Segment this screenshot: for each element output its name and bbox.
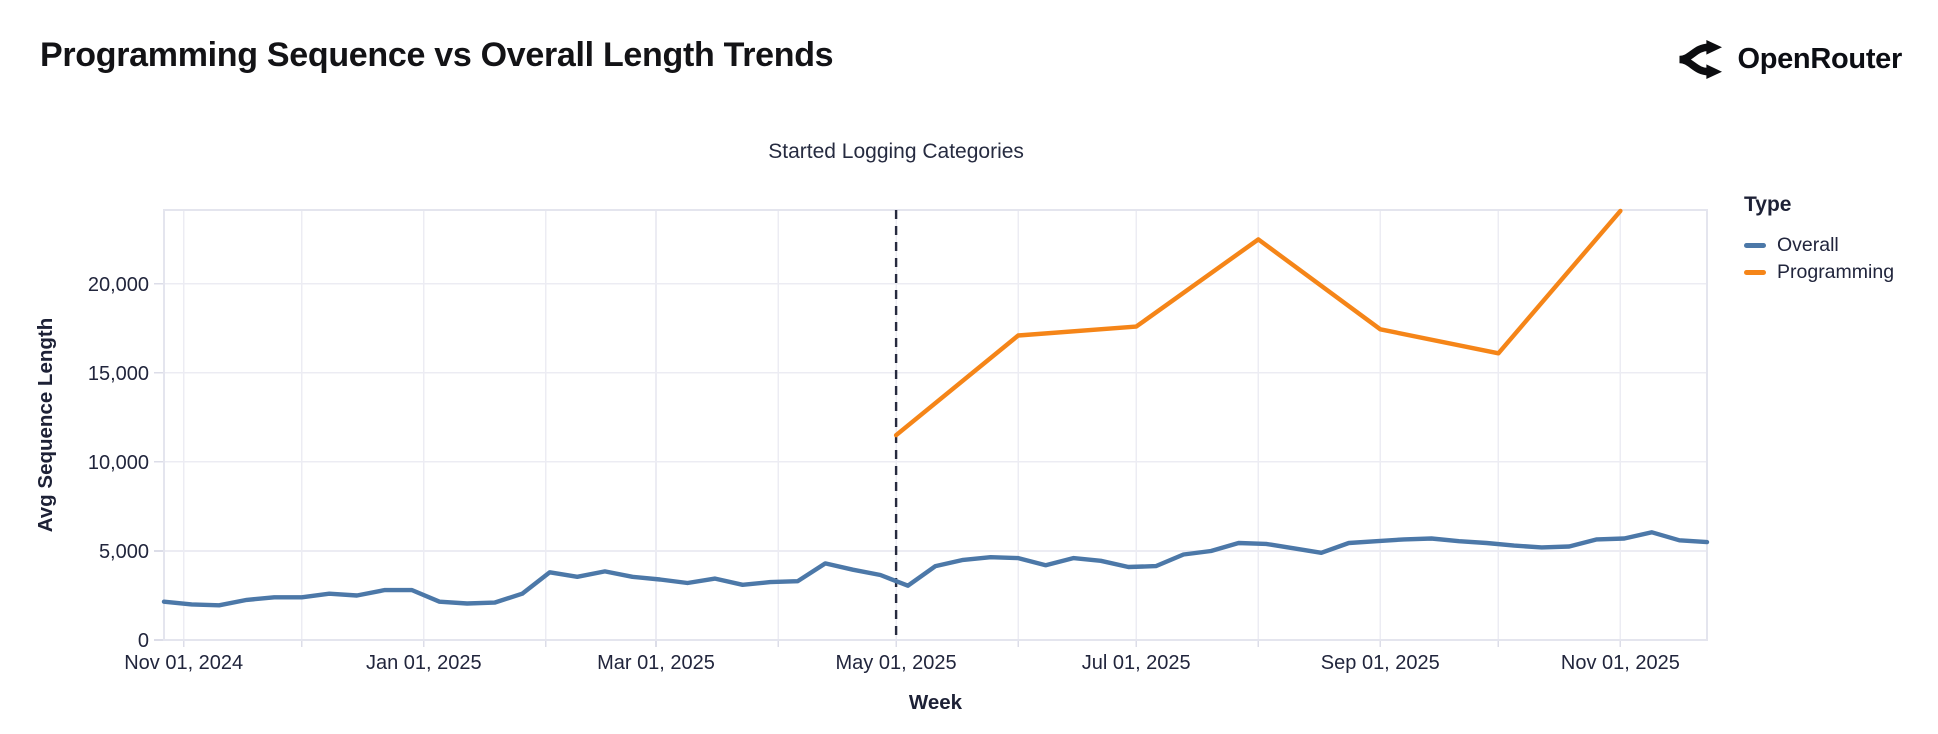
y-tick-label: 20,000 xyxy=(88,274,149,296)
x-tick-label: Jul 01, 2025 xyxy=(1082,652,1191,674)
legend-title: Type xyxy=(1744,193,1792,216)
y-tick-label: 5,000 xyxy=(99,541,149,563)
legend-item-label: Programming xyxy=(1777,261,1895,283)
y-tick-label: 10,000 xyxy=(88,452,149,474)
y-tick-label: 0 xyxy=(138,630,149,652)
brand: OpenRouter xyxy=(1677,38,1902,81)
legend-swatch xyxy=(1744,270,1766,275)
openrouter-logo-icon xyxy=(1679,39,1723,80)
y-tick-label: 15,000 xyxy=(88,363,149,385)
legend-item-label: Overall xyxy=(1777,234,1839,256)
brand-name: OpenRouter xyxy=(1737,43,1902,75)
x-tick-label: May 01, 2025 xyxy=(835,652,956,674)
x-tick-label: Nov 01, 2025 xyxy=(1561,652,1680,674)
series-line-programming xyxy=(893,208,1623,438)
x-tick-label: Sep 01, 2025 xyxy=(1321,652,1440,674)
x-tick-label: Mar 01, 2025 xyxy=(597,652,715,674)
series-line-overall xyxy=(161,530,1710,608)
plot-border xyxy=(163,209,1708,641)
legend-items: Overall Programming xyxy=(1744,232,1894,286)
legend-item: Overall xyxy=(1744,232,1894,259)
annotation-label: Started Logging Categories xyxy=(768,140,1024,163)
x-tick-label: Nov 01, 2024 xyxy=(124,652,243,674)
y-axis-title: Avg Sequence Length xyxy=(34,317,57,533)
legend-item: Programming xyxy=(1744,259,1894,286)
legend-swatch xyxy=(1744,243,1766,248)
x-tick-label: Jan 01, 2025 xyxy=(366,652,482,674)
legend: Type Overall Programming xyxy=(1744,193,1894,286)
x-axis-title: Week xyxy=(908,691,963,714)
page-title: Programming Sequence vs Overall Length T… xyxy=(40,36,834,74)
